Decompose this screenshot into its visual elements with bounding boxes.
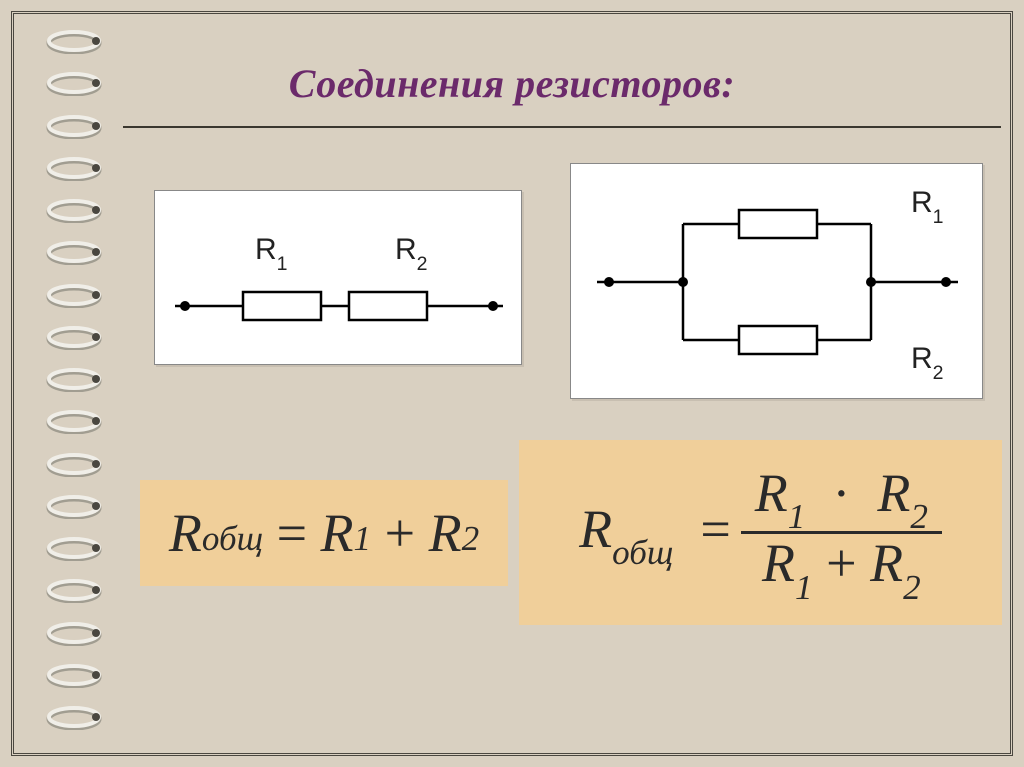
series-label-r1: R1	[255, 233, 288, 272]
spiral-ring	[44, 326, 104, 350]
spiral-ring	[44, 453, 104, 477]
parallel-diagram: R1 R2	[570, 163, 983, 399]
spiral-ring	[44, 706, 104, 730]
parallel-label-r1: R1	[911, 186, 944, 225]
spiral-ring	[44, 537, 104, 561]
series-equation: Rобщ = R1 + R2	[140, 480, 508, 586]
slide-title: Соединения резисторов:	[0, 60, 1024, 107]
parallel-label-r2: R2	[911, 342, 944, 381]
spiral-ring	[44, 664, 104, 688]
spiral-ring	[44, 115, 104, 139]
spiral-ring	[44, 622, 104, 646]
spiral-ring	[44, 157, 104, 181]
spiral-binding	[44, 30, 104, 730]
spiral-ring	[44, 410, 104, 434]
spiral-ring	[44, 495, 104, 519]
spiral-ring	[44, 241, 104, 265]
spiral-ring	[44, 284, 104, 308]
series-circuit	[155, 191, 523, 366]
spiral-ring	[44, 579, 104, 603]
series-diagram: R1 R2	[154, 190, 522, 365]
spiral-ring	[44, 30, 104, 54]
title-underline	[123, 126, 1001, 128]
spiral-ring	[44, 368, 104, 392]
parallel-equation: Rобщ = R1 · R2 R1 + R2	[519, 440, 1002, 625]
spiral-ring	[44, 199, 104, 223]
series-label-r2: R2	[395, 233, 428, 272]
slide: Соединения резисторов: R1 R2 R1 R2 Rобщ …	[0, 0, 1024, 767]
fraction: R1 · R2 R1 + R2	[741, 464, 942, 602]
